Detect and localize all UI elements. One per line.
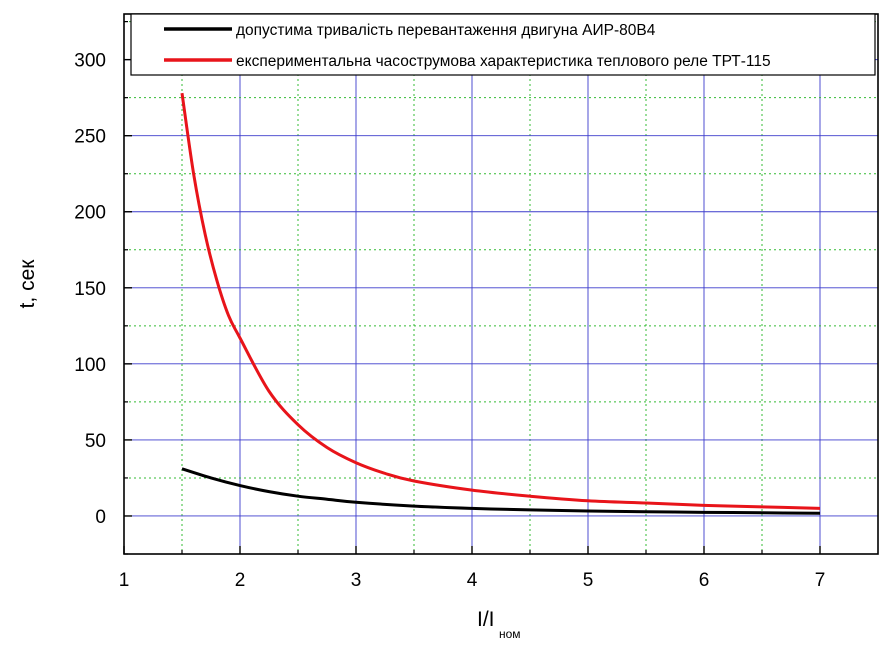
y-tick-label-2: 100: [74, 355, 106, 376]
x-tick-label-2: 3: [351, 570, 362, 591]
legend-box: [130, 13, 876, 76]
x-axis-title-subscript: ном: [499, 627, 521, 641]
y-tick-label-0: 0: [95, 507, 106, 528]
y-tick-label-4: 200: [74, 203, 106, 224]
x-tick-label-1: 2: [235, 570, 246, 591]
plot-background: [124, 14, 878, 554]
y-tick-label-6: 300: [74, 51, 106, 72]
series-line-black: [181, 467, 821, 515]
x-tick-label-5: 6: [699, 570, 710, 591]
x-tick-label-3: 4: [467, 570, 478, 591]
grid: [124, 14, 878, 555]
x-tick-label-6: 7: [815, 570, 826, 591]
x-axis-title: I/I: [477, 608, 495, 631]
y-tick-label-1: 50: [85, 431, 106, 452]
ticks: 1 2 3 4 5 6 7 0 50 100 150 200 250 300: [74, 21, 826, 591]
series-layer: [180, 92, 821, 515]
x-tick-label-0: 1: [119, 570, 130, 591]
y-tick-label-3: 150: [74, 279, 106, 300]
y-tick-label-5: 250: [74, 127, 106, 148]
y-axis-title: t, сек: [16, 259, 39, 309]
series-line-red: [180, 92, 821, 510]
x-tick-label-4: 5: [583, 570, 594, 591]
legend-label-red: експериментальна часострумова характерис…: [236, 53, 771, 70]
legend: допустима тривалість перевантаження двиг…: [130, 13, 876, 76]
legend-label-black: допустима тривалість перевантаження двиг…: [236, 22, 656, 39]
